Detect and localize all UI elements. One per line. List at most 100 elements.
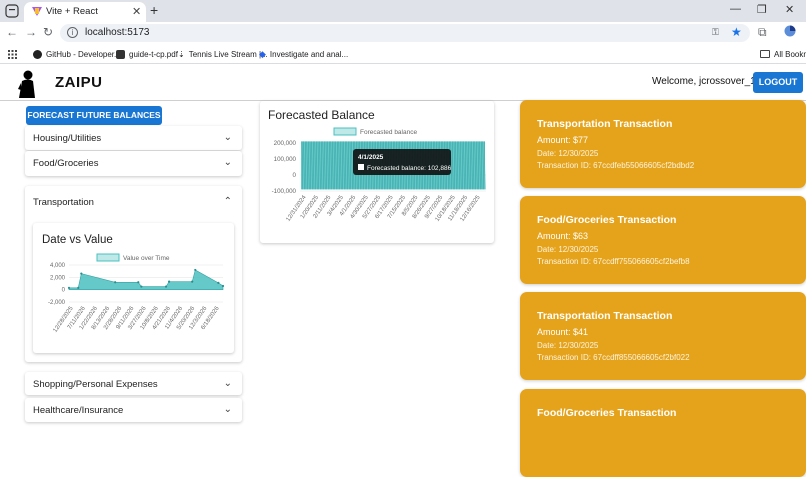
transaction-title: Food/Groceries Transaction: [537, 407, 677, 419]
minimize-icon[interactable]: —: [730, 3, 741, 15]
data-point[interactable]: [164, 285, 168, 288]
bookmark-label: Investigate and anal...: [269, 49, 349, 59]
logout-button[interactable]: LOGOUT: [753, 72, 803, 93]
date-vs-value-chart: Value over Time 4,0002,0000-2,00012/28/2…: [48, 253, 225, 334]
transaction-amount: Amount: $41: [537, 327, 589, 337]
transaction-date: Date: 12/30/2025: [537, 149, 599, 158]
data-point[interactable]: [137, 281, 140, 284]
transaction-title: Transportation Transaction: [537, 310, 673, 322]
site-info-icon[interactable]: i: [67, 27, 78, 38]
all-bookmarks[interactable]: All Bookma: [760, 48, 806, 60]
app-brand: ZAIPU: [55, 74, 103, 91]
chevron-down-icon: ⌄: [223, 157, 232, 168]
transaction-date: Date: 12/30/2025: [537, 341, 599, 350]
bookmark-investigate[interactable]: ◆ Investigate and anal...: [259, 48, 348, 60]
area-series: [68, 269, 224, 290]
forecast-future-balances-button[interactable]: FORECAST FUTURE BALANCES: [26, 106, 162, 125]
data-point[interactable]: [168, 280, 171, 283]
apps-grid-icon[interactable]: [8, 48, 17, 60]
data-point[interactable]: [77, 286, 80, 289]
profile-avatar[interactable]: [784, 25, 796, 40]
accordion-healthcare[interactable]: Healthcare/Insurance ⌄: [25, 398, 242, 422]
app-header: ZAIPU Welcome, jcrossover_14 LOGOUT: [0, 64, 806, 101]
data-point[interactable]: [140, 285, 143, 288]
chart-title: Forecasted Balance: [268, 108, 375, 122]
transaction-id: Transaction ID: 67ccdff755066605cf2befb8: [537, 257, 690, 266]
accordion-housing[interactable]: Housing/Utilities ⌄: [25, 126, 242, 150]
github-icon: [33, 49, 42, 59]
tab-close-icon[interactable]: ✕: [132, 6, 142, 18]
y-tick-label: 200,000: [274, 140, 297, 147]
y-tick-label: 2,000: [50, 275, 66, 281]
diamond-icon: ◆: [259, 48, 266, 59]
browser-toolbar: ← → ↻ i localhost:5173 ⚿ ★ ⧉: [0, 22, 806, 44]
transaction-card[interactable]: Food/Groceries Transaction Amount: $63 Dat…: [520, 196, 806, 284]
y-tick-label: 100,000: [274, 156, 297, 163]
data-point[interactable]: [67, 286, 71, 289]
extensions-icon[interactable]: ⧉: [758, 25, 767, 39]
transaction-id: Transaction ID: 67ccdff855066605cf2bf022: [537, 353, 690, 362]
tooltip-date: 4/1/2025: [358, 154, 384, 161]
forecasted-balance-card: Forecasted Balance Forecasted balance 20…: [260, 101, 494, 243]
bookmarks-bar: GitHub - Developer... guide-t-cp.pdf ⇣ T…: [0, 44, 806, 64]
tooltip-swatch: [358, 164, 364, 170]
y-tick-label: 0: [293, 172, 297, 179]
all-bookmarks-label: All Bookma: [774, 49, 806, 59]
reload-icon[interactable]: ↻: [43, 25, 54, 39]
vite-icon: [32, 7, 42, 16]
transaction-amount: Amount: $63: [537, 231, 589, 241]
data-point[interactable]: [191, 280, 194, 283]
window-menu-icon[interactable]: [5, 4, 19, 18]
accordion-shopping[interactable]: Shopping/Personal Expenses ⌄: [25, 372, 242, 395]
legend-label[interactable]: Value over Time: [123, 255, 170, 262]
data-point[interactable]: [194, 268, 197, 272]
legend-swatch[interactable]: [96, 253, 120, 262]
accordion-food[interactable]: Food/Groceries ⌄: [25, 151, 242, 176]
forecasted-balance-chart: Forecasted balance 200,000 100,000 0 -100,0…: [272, 127, 486, 223]
accordion-transportation-header[interactable]: Transportation ⌃: [25, 186, 242, 218]
transaction-title: Transportation Transaction: [537, 118, 673, 130]
new-tab-button[interactable]: +: [150, 2, 159, 18]
tab-title: Vite + React: [46, 6, 98, 17]
bookmark-pdf[interactable]: guide-t-cp.pdf: [116, 48, 178, 60]
password-key-icon[interactable]: ⚿: [712, 27, 719, 37]
legend-swatch[interactable]: [333, 127, 357, 136]
transaction-date: Date: 12/30/2025: [537, 245, 599, 254]
browser-tab[interactable]: Vite + React ✕: [24, 2, 146, 22]
folder-icon: [760, 50, 770, 58]
bookmark-github[interactable]: GitHub - Developer...: [33, 48, 121, 60]
bookmark-star-icon[interactable]: ★: [731, 25, 742, 39]
transaction-card[interactable]: Transportation Transaction Amount: $41 Dat…: [520, 292, 806, 380]
url-text[interactable]: localhost:5173: [85, 27, 150, 38]
transaction-id: Transaction ID: 67ccdfeb55066605cf2bdbd2: [537, 161, 695, 170]
y-tick-label: 4,000: [50, 263, 66, 269]
browser-tab-strip: Vite + React ✕ + — ❐ ✕: [0, 0, 806, 22]
accordion-label: Housing/Utilities: [33, 133, 102, 144]
accordion-label: Transportation: [33, 197, 94, 208]
accordion-label: Shopping/Personal Expenses: [33, 379, 158, 390]
transaction-card[interactable]: Transportation Transaction Amount: $77 Dat…: [520, 100, 806, 188]
y-tick-label: -2,000: [48, 300, 66, 306]
bookmark-label: GitHub - Developer...: [46, 49, 121, 59]
address-bar[interactable]: i localhost:5173 ⚿ ★: [60, 24, 750, 42]
forward-arrow-icon[interactable]: →: [25, 25, 37, 39]
data-point[interactable]: [114, 281, 117, 284]
y-tick-label: -100,000: [272, 188, 297, 195]
restore-icon[interactable]: ❐: [757, 4, 767, 16]
welcome-text: Welcome, jcrossover_14: [652, 76, 762, 87]
accordion-label: Food/Groceries: [33, 158, 99, 169]
tooltip-label: Forecasted balance: 102,886: [367, 165, 452, 172]
data-point[interactable]: [217, 281, 220, 284]
data-point[interactable]: [80, 272, 83, 275]
bookmark-tennis[interactable]: ⇣ Tennis Live Stream |...: [178, 48, 268, 60]
chevron-down-icon: ⌄: [223, 132, 232, 143]
accordion-label: Healthcare/Insurance: [33, 405, 124, 416]
data-point[interactable]: [221, 284, 225, 288]
bookmark-label: guide-t-cp.pdf: [129, 49, 178, 59]
bookmark-label: Tennis Live Stream |...: [188, 49, 268, 59]
chevron-up-icon: ⌃: [223, 196, 232, 207]
back-arrow-icon[interactable]: ←: [6, 25, 18, 39]
legend-label[interactable]: Forecasted balance: [360, 129, 417, 136]
window-close-icon[interactable]: ✕: [785, 4, 795, 16]
transaction-card[interactable]: Food/Groceries Transaction: [520, 389, 806, 477]
